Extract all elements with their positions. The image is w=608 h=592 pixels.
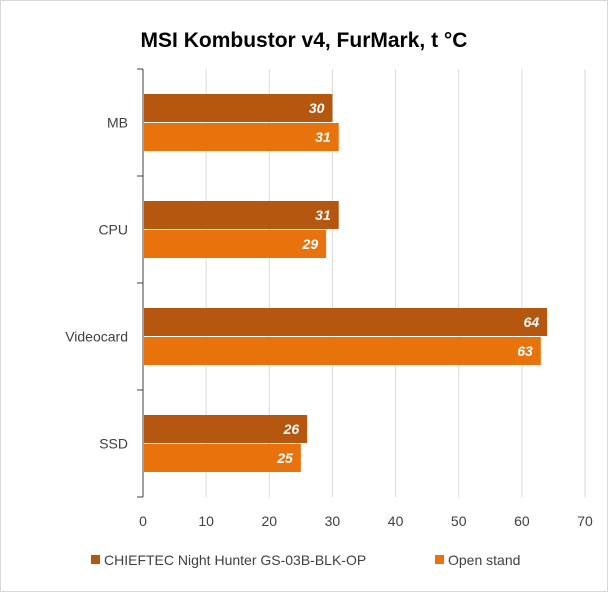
legend-entry: Open stand: [448, 552, 520, 568]
data-label: 63: [517, 343, 533, 359]
x-tick-label: 40: [388, 513, 404, 529]
x-tick-label: 70: [577, 513, 593, 529]
bar: [144, 415, 308, 443]
x-tick-label: 30: [325, 513, 341, 529]
data-label: 29: [302, 236, 319, 252]
legend: CHIEFTEC Night Hunter GS-03B-BLK-OP Open …: [91, 552, 520, 568]
x-tick-label: 60: [514, 513, 530, 529]
x-tick-label: 0: [139, 513, 147, 529]
legend-swatch: [435, 555, 444, 564]
y-tick-label: SSD: [99, 436, 128, 452]
x-tick-label: 10: [198, 513, 214, 529]
y-tick-label: MB: [107, 115, 128, 131]
axes: 0 10 20 30 40 50 60 70 MB CPU Videocard SSD: [65, 68, 593, 529]
data-label: 26: [283, 421, 300, 437]
y-tick-label: Videocard: [65, 329, 128, 345]
bar: [144, 94, 333, 122]
bar: [144, 123, 339, 151]
legend-swatch: [91, 555, 100, 564]
y-tick-label: CPU: [98, 222, 128, 238]
bars: 30 31 31 29 64 63 26 25: [144, 94, 548, 472]
x-tick-label: 50: [451, 513, 467, 529]
bar: [144, 444, 301, 472]
data-label: 31: [315, 129, 331, 145]
chart-title: MSI Kombustor v4, FurMark, t °C: [141, 29, 468, 52]
bar: [144, 201, 339, 229]
data-label: 31: [315, 207, 331, 223]
x-tick-label: 20: [261, 513, 277, 529]
data-label: 30: [309, 100, 325, 116]
bar: [144, 337, 541, 365]
bar: [144, 308, 548, 336]
legend-entry: CHIEFTEC Night Hunter GS-03B-BLK-OP: [104, 552, 366, 568]
bar: [144, 230, 327, 258]
data-label: 25: [276, 450, 293, 466]
data-label: 64: [524, 314, 540, 330]
